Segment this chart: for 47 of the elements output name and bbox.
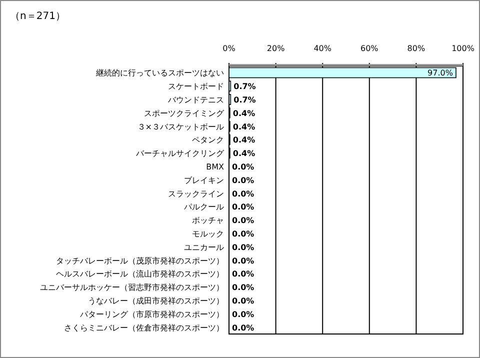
- data-label: 0.7%: [234, 82, 256, 92]
- data-label: 0.0%: [232, 310, 254, 319]
- data-label: 0.4%: [232, 136, 256, 145]
- y-tick-label: パターリング（市原市発祥のスポーツ）: [79, 310, 224, 319]
- y-tick-label: バーチャルサイクリング: [135, 149, 225, 158]
- data-label: 0.0%: [232, 230, 254, 238]
- y-tick-label: ペタンク: [192, 136, 224, 145]
- data-label: 0.0%: [232, 270, 254, 279]
- data-label: 0.7%: [234, 96, 256, 104]
- y-tick-label: モルック: [192, 230, 224, 238]
- data-label: 0.0%: [232, 162, 254, 172]
- data-label: 0.0%: [232, 296, 254, 306]
- y-tick-label: ヘルスバレーボール（流山市発祥のスポーツ）: [56, 270, 224, 279]
- y-tick-label: ユニバーサルホッケー（習志野市発祥のスポーツ）: [40, 283, 224, 292]
- data-label: 0.0%: [232, 256, 254, 266]
- x-tick-label: 60%: [360, 44, 379, 53]
- data-label: 0.0%: [232, 323, 254, 332]
- y-tick-label: パルクール: [183, 202, 224, 212]
- x-tick-label: 40%: [314, 44, 332, 53]
- y-tick-label: ボッチャ: [192, 216, 224, 226]
- data-label: 97.0%: [428, 68, 454, 78]
- data-label: 0.0%: [232, 202, 254, 212]
- y-tick-label: うなバレー（成田市発祥のスポーツ）: [88, 296, 224, 306]
- x-tick-label: 20%: [266, 44, 286, 53]
- data-label: 0.0%: [232, 216, 254, 226]
- data-label: 0.4%: [232, 122, 256, 132]
- y-tick-label: スケートボード: [168, 82, 224, 92]
- y-tick-label: ユニカール: [184, 242, 224, 252]
- data-label: 0.0%: [232, 176, 254, 185]
- data-label: 0.4%: [232, 108, 256, 118]
- y-tick-label: ブレイキン: [184, 176, 224, 185]
- y-tick-label: 継続的に行っているスポーツはない: [95, 68, 224, 78]
- data-label: 0.4%: [232, 149, 256, 158]
- y-tick-label: BMX: [206, 162, 225, 172]
- data-label: 0.0%: [232, 242, 254, 252]
- x-tick-label: 0%: [222, 44, 236, 53]
- data-label: 0.0%: [232, 189, 254, 198]
- y-tick-label: バウンドテニス: [167, 96, 224, 104]
- y-tick-label: さくらミニバレー（佐倉市発祥のスポーツ）: [64, 323, 224, 332]
- y-tick-label: スラックライン: [168, 189, 224, 198]
- x-tick-label: 80%: [407, 44, 426, 53]
- data-label: 0.0%: [232, 283, 254, 292]
- y-tick-label: ３×３バスケットボール: [137, 122, 224, 132]
- y-tick-label: スポーツクライミング: [144, 108, 225, 118]
- y-tick-label: タッチバレーボール（茂原市発祥のスポーツ）: [56, 256, 224, 266]
- text: （n＝271）: [10, 11, 66, 22]
- x-tick-label: 100%: [452, 44, 475, 53]
